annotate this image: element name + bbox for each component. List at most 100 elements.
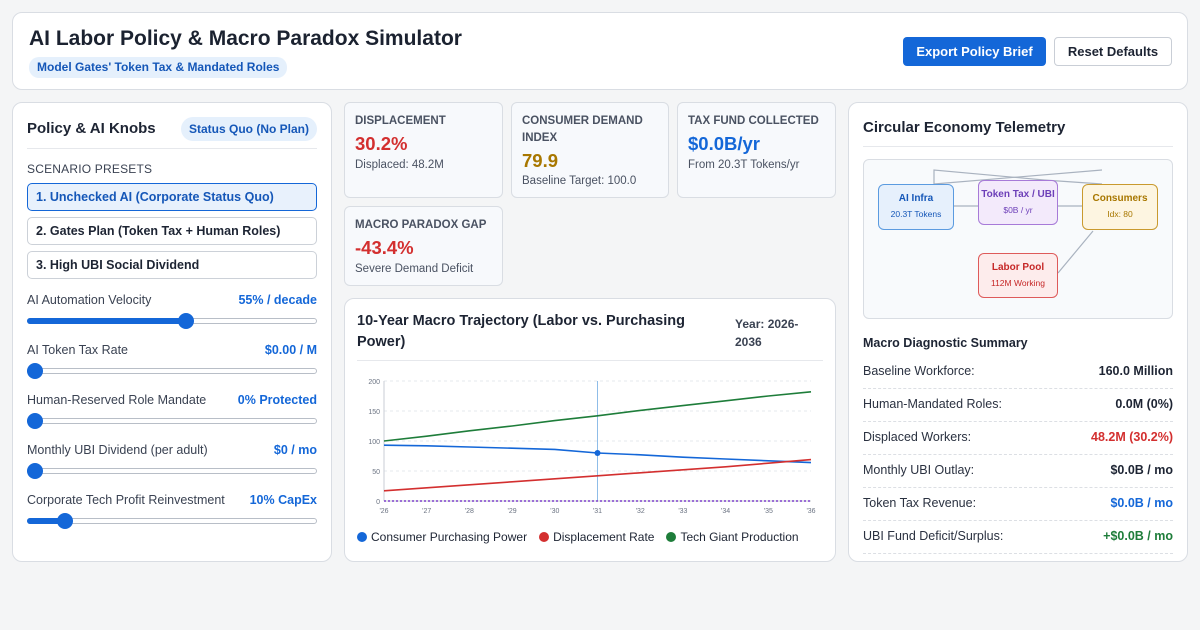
diagnostic-value: +$0.0B / mo xyxy=(1103,529,1173,543)
automation-velocity-label: AI Automation Velocity xyxy=(27,293,152,307)
profit-reinvestment-slider[interactable] xyxy=(27,513,317,529)
node-sub: $0B / yr xyxy=(1003,205,1033,215)
labor-pool-node: Labor Pool 112M Working xyxy=(978,253,1058,298)
slider-thumb[interactable] xyxy=(27,413,43,429)
export-policy-brief-button[interactable]: Export Policy Brief xyxy=(903,37,1046,66)
telemetry-title: Circular Economy Telemetry xyxy=(863,119,1066,136)
node-title: Labor Pool xyxy=(991,262,1045,273)
macro-paradox-value: -43.4% xyxy=(355,237,414,258)
card-label: Consumer Demand Index xyxy=(522,115,643,144)
presets-heading: Scenario Presets xyxy=(27,162,153,176)
x-tick-label: '35 xyxy=(764,508,773,515)
consumer-demand-card: Consumer Demand Index 79.9 Baseline Targ… xyxy=(511,102,669,198)
legend-label: Tech Giant Production xyxy=(680,530,799,544)
slider-fill xyxy=(27,518,66,524)
diagnostic-label: Token Tax Revenue: xyxy=(863,496,977,510)
consumer-demand-sub: Baseline Target: 100.0 xyxy=(522,175,637,187)
token-tax-node: Token Tax / UBI $0B / yr xyxy=(978,180,1058,225)
diagnostic-value: $0.0B / mo xyxy=(1110,463,1173,477)
diagnostic-row: Baseline Workforce: 160.0 Million xyxy=(863,356,1173,389)
reset-defaults-button[interactable]: Reset Defaults xyxy=(1054,37,1172,66)
consumers-node: Consumers Idx: 80 xyxy=(1082,184,1158,230)
x-tick-label: '34 xyxy=(721,508,730,515)
ubi-dividend-label: Monthly UBI Dividend (per adult) xyxy=(27,443,208,457)
divider xyxy=(863,146,1173,147)
legend-item: Tech Giant Production xyxy=(666,529,799,545)
slider-thumb[interactable] xyxy=(27,463,43,479)
token-tax-rate-value: $0.00 / M xyxy=(264,343,317,357)
slider-track xyxy=(27,468,317,474)
x-tick-label: '30 xyxy=(550,508,559,515)
slider-track xyxy=(27,418,317,424)
node-title: Consumers xyxy=(1092,193,1148,204)
policy-knobs-panel: Policy & AI Knobs Status Quo (No Plan) S… xyxy=(12,102,332,562)
x-tick-label: '33 xyxy=(678,508,687,515)
card-label: Tax Fund Collected xyxy=(688,115,819,127)
marker-point xyxy=(594,450,601,456)
diagnostic-row: Human-Mandated Roles: 0.0M (0%) xyxy=(863,389,1173,422)
x-tick-label: '32 xyxy=(636,508,645,515)
preset-high-ubi[interactable]: 3. High UBI Social Dividend xyxy=(27,251,317,279)
diagnostic-row: Monthly UBI Outlay: $0.0B / mo xyxy=(863,455,1173,488)
automation-velocity-value: 55% / decade xyxy=(238,293,317,307)
slider-thumb[interactable] xyxy=(57,513,74,529)
preset-unchecked-ai[interactable]: 1. Unchecked AI (Corporate Status Quo) xyxy=(27,183,317,211)
tax-fund-value: $0.0B/yr xyxy=(688,133,760,154)
preset-gates-plan[interactable]: 2. Gates Plan (Token Tax + Human Roles) xyxy=(27,217,317,245)
diagnostic-label: Human-Mandated Roles: xyxy=(863,397,1002,411)
node-sub: 20.3T Tokens xyxy=(890,209,942,219)
y-tick-label: 200 xyxy=(368,379,380,386)
node-title: AI Infra xyxy=(898,193,934,204)
legend-label: Displacement Rate xyxy=(553,530,655,544)
diagnostic-value: 48.2M (30.2%) xyxy=(1091,430,1173,444)
card-label: Displacement xyxy=(355,115,446,127)
tax-fund-card: Tax Fund Collected $0.0B/yr From 20.3T T… xyxy=(677,102,836,198)
x-tick-label: '28 xyxy=(465,508,474,515)
diagnostic-value: $0.0B / mo xyxy=(1110,496,1173,510)
displacement-sub: Displaced: 48.2M xyxy=(355,159,444,171)
chart-title: 10-Year Macro Trajectory (Labor vs. Purc… xyxy=(357,313,685,350)
diagnostic-row: Token Tax Revenue: $0.0B / mo xyxy=(863,488,1173,521)
diagnostic-label: Displaced Workers: xyxy=(863,430,972,444)
displacement-rate-line xyxy=(383,458,812,492)
diagnostic-value: 160.0 Million xyxy=(1098,364,1173,378)
panel-title: Policy & AI Knobs xyxy=(27,120,156,137)
slider-thumb[interactable] xyxy=(177,313,194,329)
ubi-dividend-slider[interactable] xyxy=(27,463,317,479)
telemetry-panel: Circular Economy Telemetry AI Infra 20.3… xyxy=(848,102,1188,562)
legend-swatch xyxy=(357,532,367,542)
x-tick-label: '36 xyxy=(806,508,815,515)
x-tick-label: '29 xyxy=(508,508,517,515)
divider xyxy=(357,360,823,361)
trajectory-chart-panel: 10-Year Macro Trajectory (Labor vs. Purc… xyxy=(344,298,836,562)
node-title: Token Tax / UBI xyxy=(981,189,1055,200)
node-sub: 112M Working xyxy=(990,278,1045,288)
diagnostic-label: Baseline Workforce: xyxy=(863,364,975,378)
slider-fill xyxy=(27,318,186,324)
y-tick-label: 150 xyxy=(368,409,380,416)
diagnostic-row: UBI Fund Deficit/Surplus: +$0.0B / mo xyxy=(863,521,1173,554)
chart-year-range: Year: 2026-2036 xyxy=(735,317,799,349)
card-label: Macro Paradox Gap xyxy=(355,219,487,231)
diagnostic-summary-title: Macro Diagnostic Summary xyxy=(863,336,1028,350)
x-tick-label: '27 xyxy=(422,508,431,515)
diagnostic-row: Displaced Workers: 48.2M (30.2%) xyxy=(863,422,1173,455)
ubi-dividend-value: $0 / mo xyxy=(273,443,317,457)
legend-swatch xyxy=(539,532,550,542)
human-role-mandate-label: Human-Reserved Role Mandate xyxy=(27,393,207,407)
circular-economy-diagram: AI Infra 20.3T Tokens Token Tax / UBI $0… xyxy=(863,159,1173,319)
x-tick-label: '31 xyxy=(593,508,602,515)
token-tax-rate-label: AI Token Tax Rate xyxy=(27,343,128,357)
token-tax-rate-slider[interactable] xyxy=(27,363,317,379)
legend-swatch xyxy=(666,532,677,542)
tech-giant-production-line xyxy=(383,391,812,442)
profit-reinvestment-label: Corporate Tech Profit Reinvestment xyxy=(27,493,225,507)
y-tick-label: 0 xyxy=(376,499,380,506)
trajectory-chart[interactable]: 0 50 100 150 200 '26 '27 '28 '29 '30 '31 '32 '33 '34 '… xyxy=(345,369,836,519)
legend-item: Consumer Purchasing Power xyxy=(357,529,527,545)
automation-velocity-slider[interactable] xyxy=(27,313,317,329)
diagnostic-label: UBI Fund Deficit/Surplus: xyxy=(863,529,1004,543)
human-role-mandate-slider[interactable] xyxy=(27,413,317,429)
slider-thumb[interactable] xyxy=(27,363,43,379)
ai-infra-node: AI Infra 20.3T Tokens xyxy=(878,184,954,230)
